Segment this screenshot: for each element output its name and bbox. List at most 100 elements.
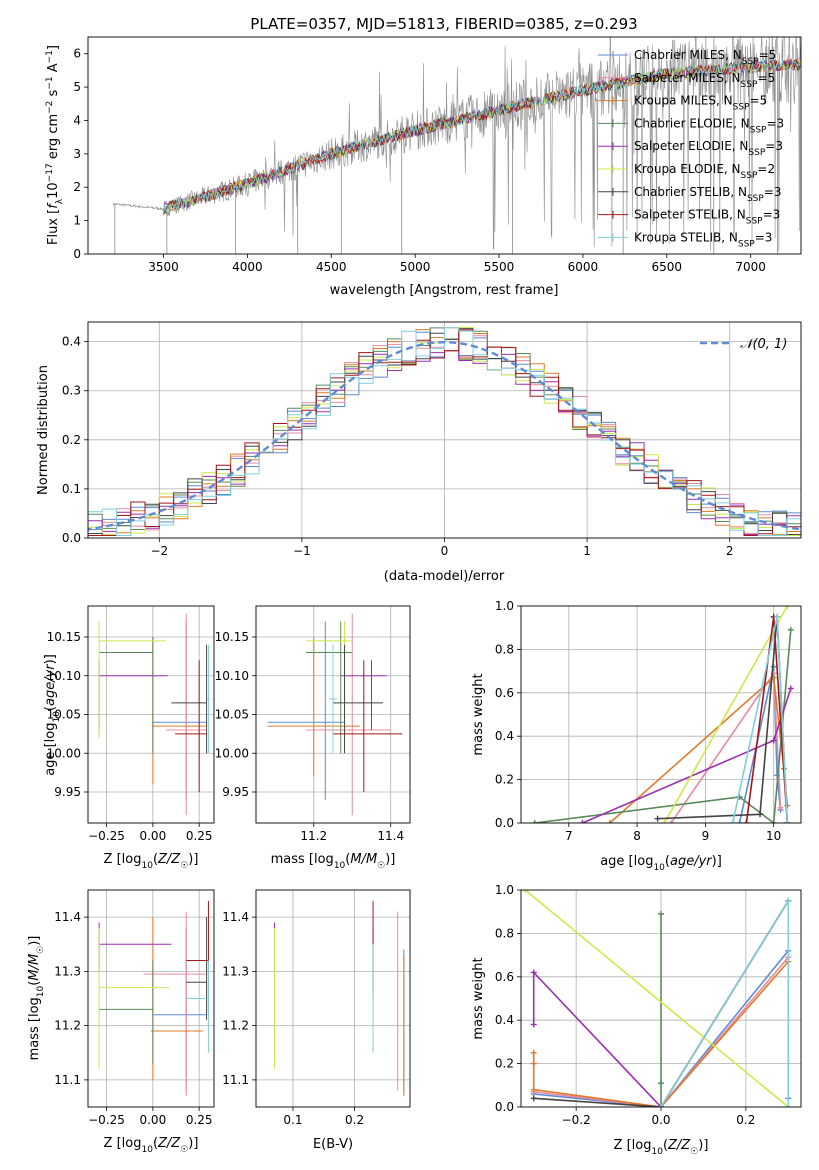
y-tick-label: 0.2: [495, 773, 514, 787]
histogram-steps: [88, 329, 801, 536]
y-axis-label-part: −17: [45, 163, 55, 182]
y-tick-label: 0: [73, 247, 81, 261]
legend-label-part: Salpeter STELIB, N: [634, 208, 746, 222]
y-tick-label: 0.6: [495, 970, 514, 984]
x-tick-label: 2: [726, 544, 734, 558]
x-tick-label: −0.2: [562, 1113, 591, 1127]
x-tick-label: 0.1: [283, 1113, 302, 1127]
y-axis-label-part: −2: [45, 101, 55, 114]
legend-label-part: =3: [763, 208, 781, 222]
x-tick-label: 0.00: [139, 1113, 166, 1127]
y-tick-label: 11.3: [222, 964, 249, 978]
normal-curve: [88, 340, 801, 531]
y-tick-label: 11.1: [222, 1073, 249, 1087]
x-tick-label: 7: [565, 829, 573, 843]
x-axis-label-part: Z [log: [104, 1136, 142, 1151]
x-axis-label-part: 10: [141, 861, 153, 871]
mass-weight-line: [524, 890, 789, 1107]
y-axis-label-part: s: [46, 89, 61, 100]
legend-label-part: SSP: [738, 239, 755, 249]
legend-label: Kroupa STELIB, NSSP=3: [634, 230, 772, 249]
legend-label-part: Kroupa STELIB, N: [634, 230, 738, 244]
y-tick-label: 4: [73, 113, 81, 127]
y-tick-label: 9.95: [54, 785, 81, 799]
legend-label-part: Chabrier MILES, N: [634, 48, 742, 62]
y-tick-label: 6: [73, 47, 81, 61]
x-tick-label: 3500: [148, 260, 179, 274]
x-axis-label: wavelength [Angstrom, rest frame]: [330, 283, 559, 298]
x-axis-label-part: age [log: [600, 854, 653, 869]
x-axis-label-part: 10: [653, 863, 665, 873]
x-tick-label: 0.2: [736, 1113, 755, 1127]
y-axis-label-part: M/M: [27, 954, 42, 981]
x-axis-label-part: Z [log: [104, 852, 142, 867]
y-tick-label: 9.95: [222, 785, 249, 799]
legend-label-part: =5: [759, 48, 777, 62]
legend-label-part: SSP: [746, 217, 763, 227]
y-tick-label: 0.0: [495, 816, 514, 830]
axes-spectrum: 3500 4000 4500 5000 5500 6000 6500 7000 0 1 2 3 4 5 6 w…: [45, 36, 802, 298]
x-axis-label-part: )]: [385, 852, 395, 867]
x-axis-label-part: ☉: [377, 861, 385, 871]
legend-label-part: SSP: [748, 148, 765, 158]
axes-frame: [255, 605, 411, 824]
plot-area-residual-histogram: [88, 322, 801, 538]
legend-label-part: Chabrier STELIB, N: [634, 185, 747, 199]
plot-layer: 3500 4000 4500 5000 5500 6000 6500 7000 0 1 2 3 4 5 6 w…: [27, 36, 802, 1157]
plot-area-mass-weight-vs-Z: [521, 890, 801, 1107]
axes-frame: [87, 36, 802, 255]
y-tick-label: 0.6: [495, 686, 514, 700]
x-tick-label: 0.0: [651, 1113, 670, 1127]
x-tick-label: −1: [293, 544, 311, 558]
y-tick-label: 0.1: [62, 482, 81, 496]
legend-label-part: SSP: [741, 171, 758, 181]
y-tick-label: 0.3: [62, 384, 81, 398]
y-tick-label: 0.8: [495, 926, 514, 940]
legend-label: Kroupa ELODIE, NSSP=2: [634, 162, 775, 181]
axes-frame: [87, 605, 215, 824]
x-axis-label: (data-model)/error: [384, 569, 505, 584]
legend-label-part: SSP: [733, 103, 750, 113]
x-axis-label-part: )]: [188, 1136, 198, 1151]
x-axis-label-part: )]: [698, 1138, 708, 1153]
legend-label: Salpeter STELIB, NSSP=3: [634, 208, 780, 227]
x-axis-label-part: (: [153, 852, 158, 867]
y-axis-label-part: 10: [52, 711, 62, 723]
x-axis-label-part: (: [665, 854, 670, 869]
y-tick-label: 2: [73, 180, 81, 194]
x-tick-label: −2: [150, 544, 168, 558]
x-axis-label: Z [log10(Z/Z☉)]: [614, 1138, 709, 1157]
legend-label: Chabrier STELIB, NSSP=3: [634, 185, 782, 204]
plot-area-spectrum: [112, 37, 801, 254]
legend-label-part: =3: [766, 116, 784, 130]
legend-label: Chabrier ELODIE, NSSP=3: [634, 116, 784, 135]
y-axis-label-part: erg cm: [46, 114, 61, 163]
y-tick-label: 0.2: [495, 1057, 514, 1071]
y-axis-label-part: mass [log: [27, 997, 42, 1060]
x-axis-label-part: 10: [651, 1147, 663, 1157]
x-axis-label-part: )]: [712, 854, 722, 869]
legend-label-part: Kroupa ELODIE, N: [634, 162, 741, 176]
legend-label-part: =2: [757, 162, 775, 176]
axes-frame: [520, 605, 802, 824]
y-tick-label: 11.4: [222, 910, 249, 924]
x-tick-label: 6000: [568, 260, 599, 274]
x-tick-label: 11.2: [300, 829, 327, 843]
x-axis-label-part: mass [log: [271, 852, 334, 867]
y-tick-label: 11.2: [54, 1019, 81, 1033]
y-tick-label: 1.0: [495, 599, 514, 613]
plot-area-mass-weight-vs-age: [521, 606, 801, 823]
legend-label-part: =5: [757, 71, 775, 85]
y-axis-label-part: ☉: [36, 946, 46, 954]
x-axis-label-part: )]: [188, 852, 198, 867]
y-tick-label: 11.1: [54, 1073, 81, 1087]
y-tick-label: 0.0: [495, 1100, 514, 1114]
y-axis-label: Flux [fλ10−17 erg cm−2 s−1 A−1]: [45, 45, 65, 245]
x-axis-label-part: age/yr: [670, 854, 713, 869]
legend-label-part: Kroupa MILES, N: [634, 94, 733, 108]
model-spectrum-line: [163, 59, 801, 216]
y-axis-label: mass weight: [471, 673, 486, 755]
y-axis-label: Normed distribution: [36, 365, 51, 495]
x-axis-label-part: (: [153, 1136, 158, 1151]
x-axis-label-part: ☉: [690, 1147, 698, 1157]
